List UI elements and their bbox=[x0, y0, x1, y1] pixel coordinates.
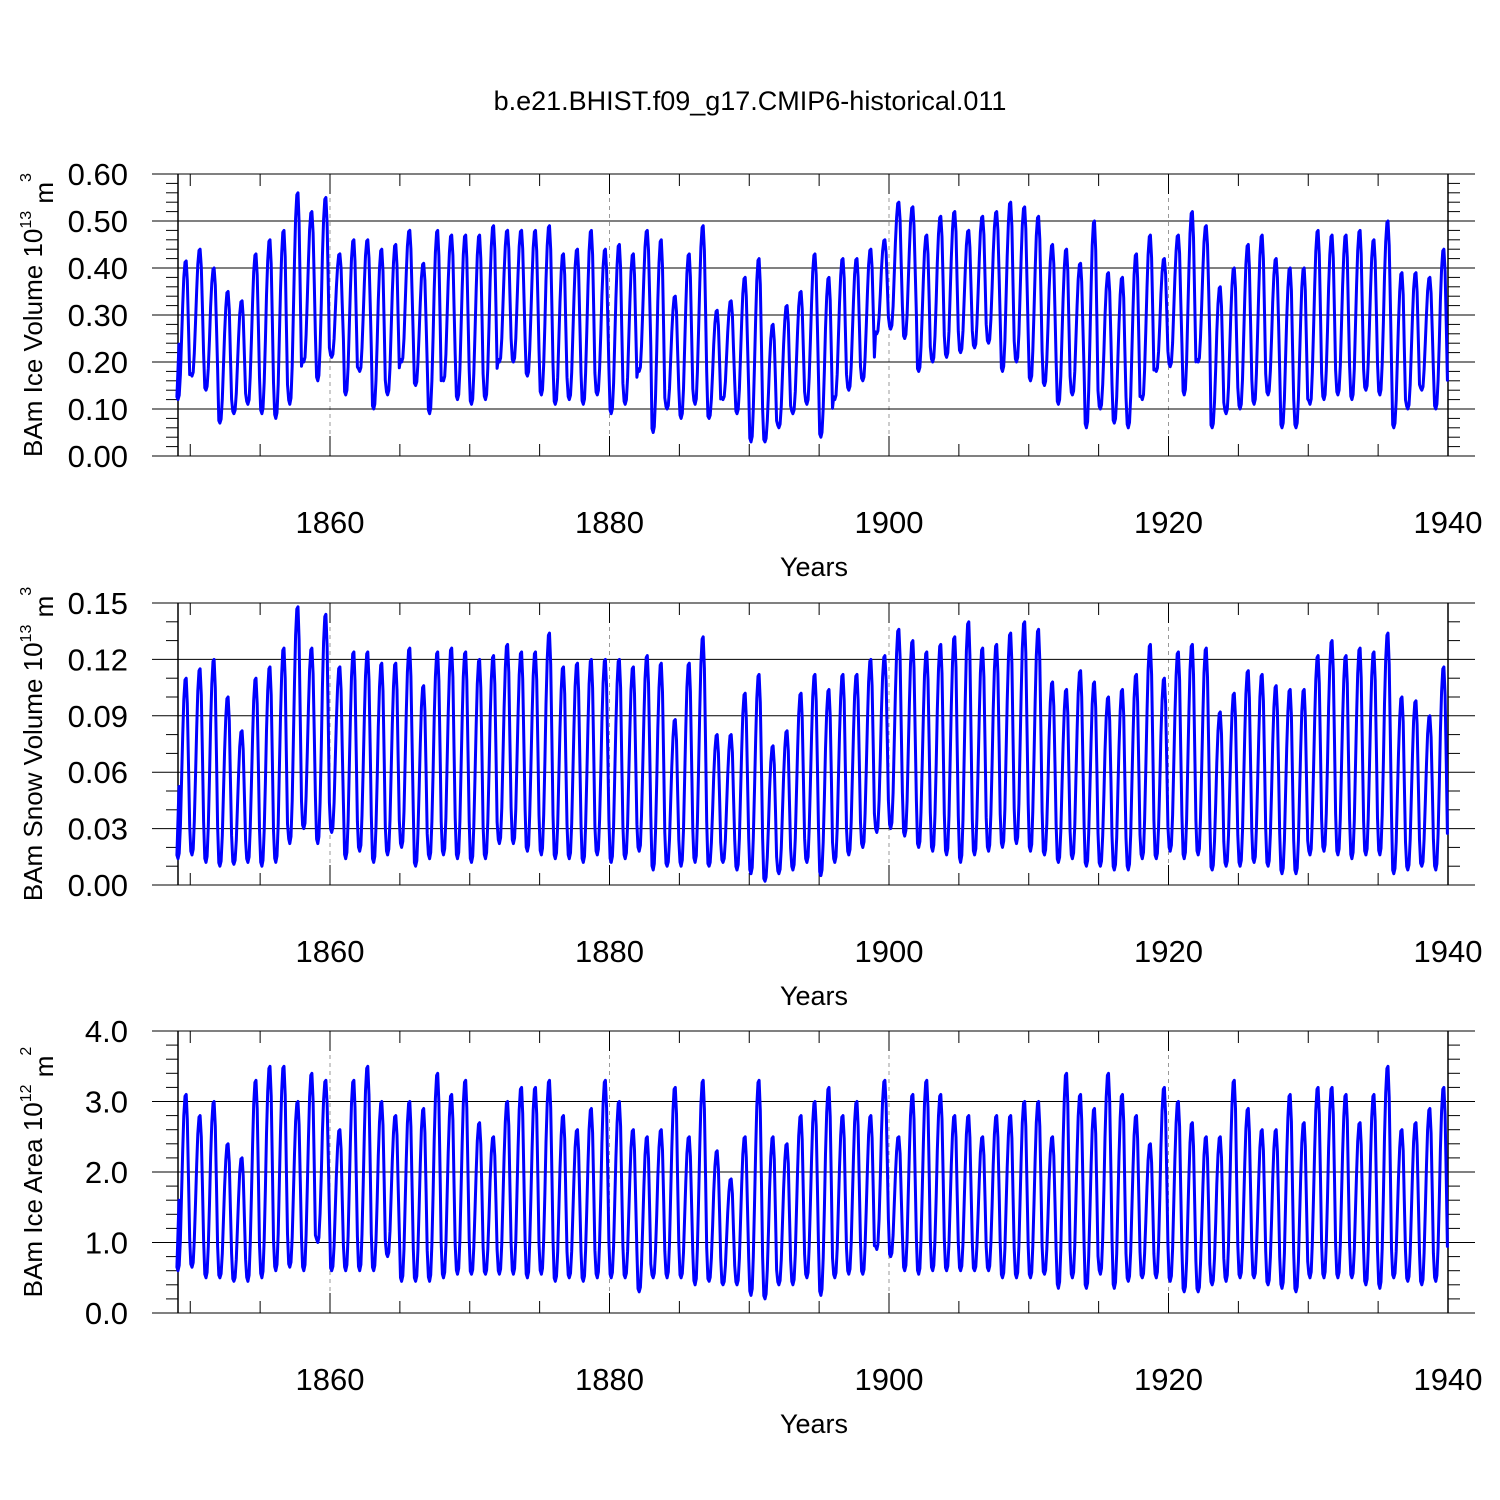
x-tick-label: 1900 bbox=[855, 1362, 924, 1397]
chart-panel-1: 0.00 0.10 0.20 0.30 0.40 0.50 0.60 1860 1880 1900… bbox=[18, 157, 1482, 582]
y-tick-label: 3.0 bbox=[85, 1085, 128, 1120]
y-tick-label: 4.0 bbox=[85, 1014, 128, 1049]
x-tick-label: 1860 bbox=[296, 505, 365, 540]
x-tick-label: 1900 bbox=[855, 934, 924, 969]
y-tick-label: 0.0 bbox=[85, 1296, 128, 1331]
y-axis-label: BAm Snow Volume 1013 m3 bbox=[18, 587, 59, 901]
y-tick-label: 1.0 bbox=[85, 1226, 128, 1261]
y-axis-label-ylabel-exp: 13 bbox=[18, 211, 35, 229]
y-axis-label-ylabel-unit-exp: 2 bbox=[18, 1047, 35, 1056]
y-tick-label: 0.12 bbox=[68, 642, 128, 677]
y-axis-label-ylabel-exp: 12 bbox=[18, 1084, 35, 1102]
x-tick-label: 1940 bbox=[1414, 505, 1483, 540]
y-tick-label: 0.30 bbox=[68, 298, 128, 333]
y-tick-label: 0.06 bbox=[68, 755, 128, 790]
y-axis-label-ylabel-unit-exp: 3 bbox=[18, 173, 35, 182]
y-axis-label-ylabel-unit: m bbox=[29, 596, 59, 625]
y-axis-label: BAm Ice Area 1012 m2 bbox=[18, 1047, 59, 1298]
x-tick-label: 1920 bbox=[1134, 1362, 1203, 1397]
x-tick-label: 1940 bbox=[1414, 1362, 1483, 1397]
chart-panel-3: 0.0 1.0 2.0 3.0 4.0 1860 1880 1900 1920 1940 Years… bbox=[18, 1014, 1482, 1439]
x-tick-label: 1880 bbox=[575, 934, 644, 969]
y-tick-label: 0.20 bbox=[68, 345, 128, 380]
y-tick-label: 0.10 bbox=[68, 392, 128, 427]
y-tick-label: 0.03 bbox=[68, 812, 128, 847]
x-tick-label: 1940 bbox=[1414, 934, 1483, 969]
y-axis-label-ylabel-unit-exp: 3 bbox=[18, 587, 35, 596]
y-tick-label: 0.15 bbox=[68, 586, 128, 621]
y-tick-label: 2.0 bbox=[85, 1155, 128, 1190]
y-axis-label-ylabel-main: BAm Ice Area 10 bbox=[18, 1102, 48, 1297]
y-tick-label: 0.00 bbox=[68, 439, 128, 474]
series-line bbox=[175, 605, 1449, 883]
x-tick-label: 1880 bbox=[575, 505, 644, 540]
x-tick-label: 1860 bbox=[296, 934, 365, 969]
x-tick-label: 1920 bbox=[1134, 934, 1203, 969]
x-axis-label: Years bbox=[780, 552, 848, 582]
y-tick-label: 0.50 bbox=[68, 204, 128, 239]
y-tick-label: 0.60 bbox=[68, 157, 128, 192]
y-axis-label-ylabel-main: BAm Ice Volume 10 bbox=[18, 229, 48, 457]
x-tick-label: 1860 bbox=[296, 1362, 365, 1397]
y-axis-label-ylabel-main: BAm Snow Volume 10 bbox=[18, 642, 48, 901]
x-axis-label: Years bbox=[780, 1409, 848, 1439]
y-axis-label-ylabel-unit: m bbox=[29, 1056, 59, 1085]
panels: 0.00 0.10 0.20 0.30 0.40 0.50 0.60 1860 1880 1900… bbox=[18, 157, 1482, 1439]
x-tick-label: 1900 bbox=[855, 505, 924, 540]
y-axis-label: BAm Ice Volume 1013 m3 bbox=[18, 173, 59, 457]
x-axis-label: Years bbox=[780, 981, 848, 1011]
x-tick-label: 1880 bbox=[575, 1362, 644, 1397]
figure-title: b.e21.BHIST.f09_g17.CMIP6-historical.011 bbox=[494, 86, 1007, 116]
series-line bbox=[175, 191, 1449, 444]
y-tick-label: 0.09 bbox=[68, 699, 128, 734]
chart-panel-2: 0.00 0.03 0.06 0.09 0.12 0.15 1860 1880 1900 1920… bbox=[18, 586, 1482, 1011]
y-tick-label: 0.00 bbox=[68, 868, 128, 903]
y-tick-label: 0.40 bbox=[68, 251, 128, 286]
y-axis-label-ylabel-exp: 13 bbox=[18, 625, 35, 643]
y-axis-label-ylabel-unit: m bbox=[29, 182, 59, 211]
x-tick-label: 1920 bbox=[1134, 505, 1203, 540]
series-line bbox=[175, 1064, 1449, 1301]
